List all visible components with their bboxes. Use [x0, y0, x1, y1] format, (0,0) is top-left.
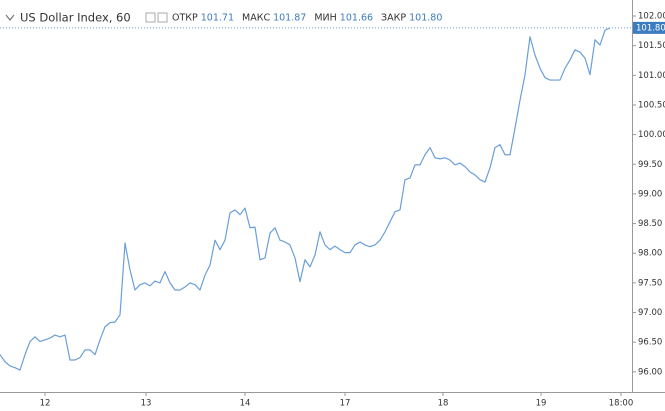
y-tick-label: 100.00 — [638, 130, 665, 140]
y-tick-label: 97.00 — [638, 308, 662, 318]
y-tick-label: 96.00 — [638, 367, 662, 377]
ohlc-value: 101.71 — [201, 13, 234, 24]
x-tick-label: 18 — [438, 399, 449, 409]
last-price-box — [633, 21, 665, 34]
x-tick-label: 18:00 — [609, 399, 634, 409]
ohlc-value: 101.80 — [409, 13, 442, 24]
y-tick-label: 101.00 — [638, 71, 665, 81]
chart-title: US Dollar Index, 60 — [20, 11, 131, 25]
y-tick-label: 98.50 — [638, 219, 662, 229]
ohlc-header: ОТКР 101.71 МАКС 101.87 МИН 101.66 ЗАКР 101.80 — [172, 13, 442, 24]
y-tick-label: 100.50 — [638, 100, 665, 110]
close-icon[interactable] — [157, 12, 168, 23]
ohlc-label: ЗАКР — [381, 13, 406, 24]
ohlc-value: 101.66 — [340, 13, 373, 24]
ohlc-value: 101.87 — [273, 13, 306, 24]
last-price-label: 101.80 — [636, 23, 665, 33]
x-tick-label: 12 — [40, 399, 51, 409]
ohlc-label: МАКС — [242, 13, 270, 24]
x-tick-label: 19 — [536, 399, 547, 409]
x-tick-label: 14 — [240, 399, 251, 409]
y-tick-label: 98.00 — [638, 249, 662, 259]
y-tick-label: 97.50 — [638, 278, 662, 288]
collapse-icon[interactable] — [5, 14, 15, 21]
settings-icon[interactable] — [145, 12, 156, 23]
x-tick-label: 13 — [141, 399, 152, 409]
y-tick-label: 96.50 — [638, 338, 662, 348]
y-tick-label: 99.00 — [638, 189, 662, 199]
y-tick-label: 102.00 — [638, 12, 665, 22]
ohlc-label: ОТКР — [172, 13, 198, 24]
ohlc-label: МИН — [314, 13, 336, 24]
price-line — [0, 27, 611, 371]
x-tick-label: 17 — [340, 399, 351, 409]
y-tick-label: 99.50 — [638, 160, 662, 170]
y-tick-label: 101.50 — [638, 41, 665, 51]
